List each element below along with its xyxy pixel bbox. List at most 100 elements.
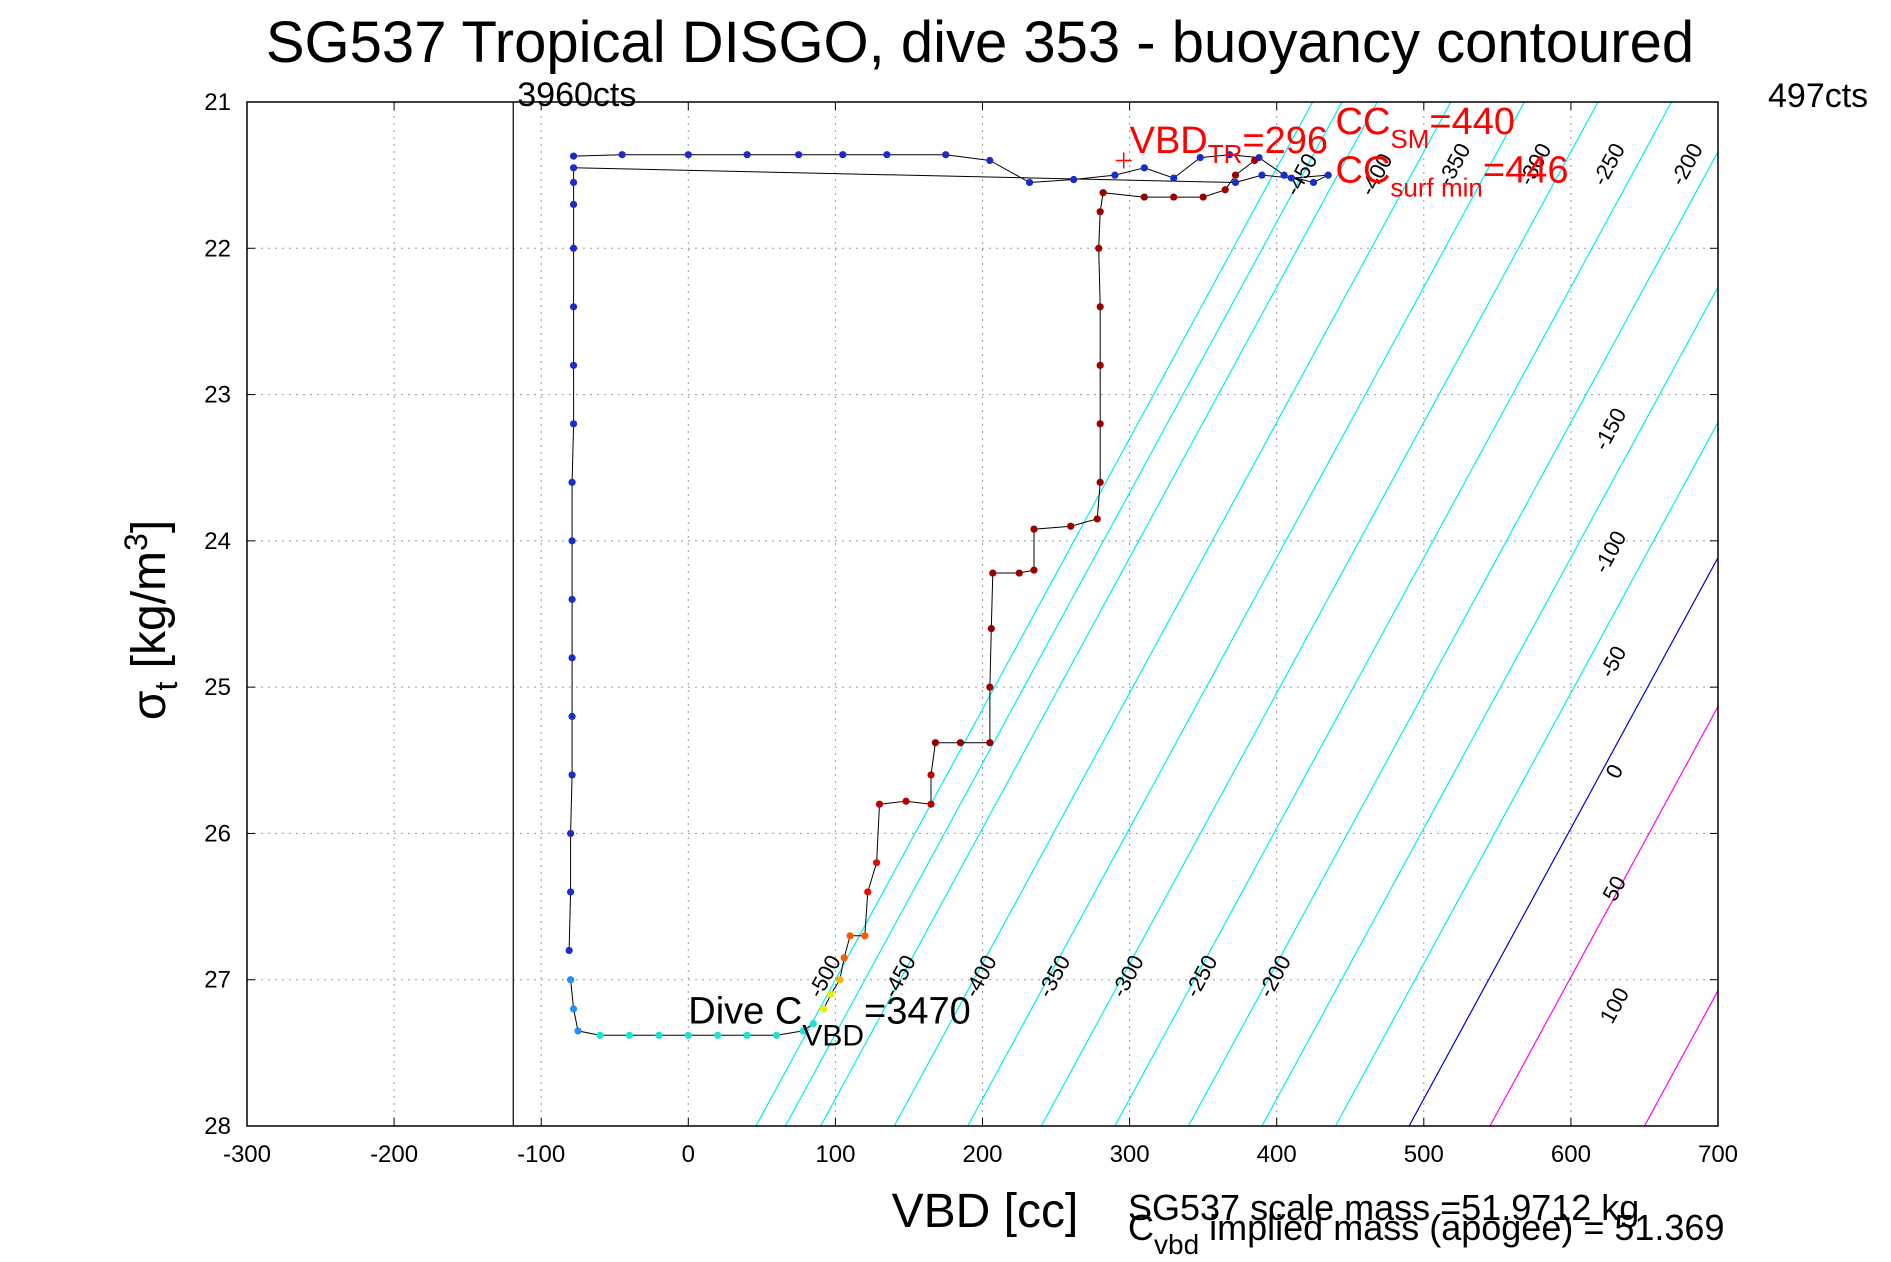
descent-profile-point (567, 888, 575, 896)
vbd-tr-text: VBD (1130, 120, 1208, 162)
chart-title: SG537 Tropical DISGO, dive 353 - buoyanc… (266, 10, 1694, 75)
right-top-count-label: 497cts (1768, 77, 1868, 115)
cc-sm-text: CC (1336, 101, 1391, 143)
contour-line (1261, 285, 1718, 1126)
ascent-profile-point (1199, 193, 1207, 201)
y-tick-label: 28 (204, 1113, 231, 1140)
descent-profile-point (839, 151, 847, 159)
ascent-profile-point (989, 569, 997, 577)
ascent-profile-point (1096, 208, 1104, 216)
cc-sm-sub: SM (1390, 124, 1429, 154)
descent-profile-point (1070, 175, 1078, 184)
contour-label: -50 (1594, 642, 1631, 682)
x-tick-label: 300 (1110, 1141, 1150, 1168)
x-tick-label: -300 (223, 1141, 271, 1168)
descent-profile-point (618, 151, 626, 159)
ascent-profile-point (931, 739, 940, 747)
contour-label: -200 (1253, 951, 1296, 1002)
descent-profile-point (1287, 174, 1296, 182)
descent-profile-point (1309, 178, 1318, 187)
ascent-profile-point (1096, 303, 1104, 311)
ascent-profile-point (987, 625, 995, 633)
ascent-profile-point (1095, 244, 1103, 252)
contour-label: -350 (1032, 951, 1075, 1002)
cc-sm-annotation: CCSM=440 (1336, 101, 1515, 154)
ascent-profile-point (820, 1005, 828, 1013)
y-label-sigma: σ (123, 691, 176, 721)
ascent-profile-point (1170, 193, 1178, 201)
bottom-profile-point (569, 1005, 578, 1013)
bottom-profile-point (714, 1031, 722, 1039)
ascent-profile-point (861, 932, 869, 940)
vbd-tr-value: =296 (1242, 120, 1328, 162)
y-tick-label: 22 (204, 235, 231, 262)
descent-profile-point (565, 946, 573, 955)
contour-lines (755, 102, 1718, 1126)
y-axis-ticks: 21 22 23 24 25 26 27 28 (204, 89, 1718, 1140)
descent-profile-point (743, 151, 751, 159)
bottom-profile-point (743, 1031, 751, 1039)
contour-label: -250 (1587, 139, 1630, 190)
cc-surf-value: =446 (1483, 149, 1569, 191)
descent-profile-point (1231, 178, 1240, 187)
dive-c-value: =3470 (864, 991, 971, 1033)
ascent-profile-point (927, 800, 935, 808)
x-axis-label: VBD [cc] (892, 1185, 1079, 1238)
descent-profile-point (1140, 164, 1148, 172)
descent-profile-point (569, 244, 578, 252)
bottom-profile-point (809, 1020, 817, 1028)
contour-line (1114, 102, 1673, 1126)
ascent-profile-point (1096, 420, 1104, 428)
ascent-profile-point (840, 954, 848, 962)
implied-mass-label: Cvbd implied mass (apogee) = 51.369 (1128, 1207, 1724, 1260)
descent-profile-point (568, 595, 576, 603)
x-tick-label: -200 (370, 1141, 418, 1168)
descent-profile-point (569, 164, 578, 172)
x-tick-label: 0 (682, 1141, 695, 1168)
cc-surf-min-annotation: CCsurf min=446 (1336, 149, 1569, 202)
descent-profile-point (569, 361, 578, 369)
y-label-close: ] (123, 520, 176, 533)
dive-c-vbd-annotation: Dive CVBD=3470 (688, 991, 970, 1053)
descent-profile-point (568, 478, 576, 486)
descent-profile-point (1226, 151, 1234, 159)
contour-label: -150 (1588, 404, 1631, 455)
descent-profile-point (942, 151, 950, 159)
y-tick-label: 24 (204, 528, 231, 555)
annotations: VBDTR=296 CCSM=440 CCsurf min=446 Dive C… (688, 101, 1724, 1260)
contour-line (1040, 102, 1599, 1126)
ascent-profile-point (827, 990, 835, 998)
descent-profile-point (567, 829, 575, 838)
contour-line (1643, 989, 1718, 1126)
scale-mass-label: SG537 scale mass =51.9712 kg (1128, 1187, 1639, 1228)
ascent-profile-point (1221, 186, 1229, 194)
y-axis-label: σt [kg/m3] (118, 520, 184, 720)
ascent-profile-point (875, 800, 884, 808)
ascent-profile-point (872, 859, 881, 867)
contour-line (820, 102, 1378, 1126)
cc-surf-text: CC (1336, 149, 1391, 191)
implied-sub: vbd (1154, 1229, 1199, 1260)
contour-line (1187, 150, 1718, 1126)
ascent-profile-point (836, 976, 844, 984)
contour-label: 0 (1600, 760, 1628, 783)
descent-profile-point (1025, 178, 1034, 187)
ascent-profile-point (1099, 189, 1107, 197)
y-label-sub: t (148, 682, 184, 691)
descent-profile-point (569, 152, 578, 160)
vbd-count-line: 3960cts (512, 76, 636, 1126)
ascent-profile-point (1030, 525, 1038, 533)
x-axis-ticks: -300 -200 -100 0 100 200 300 400 500 600 700 (223, 102, 1738, 1168)
ascent-profile-point (846, 932, 854, 940)
descent-profile-point (568, 771, 576, 779)
contour-line (1489, 705, 1718, 1126)
ascent-profile-point (902, 797, 910, 805)
descent-profile-point (569, 200, 578, 208)
bottom-profile-point (625, 1031, 634, 1039)
x-tick-label: -100 (517, 1141, 565, 1168)
contour-line (893, 102, 1452, 1126)
bottom-profile-line (570, 979, 814, 1036)
y-label-sup: 3 (118, 533, 154, 551)
descent-profile-point (568, 537, 576, 545)
